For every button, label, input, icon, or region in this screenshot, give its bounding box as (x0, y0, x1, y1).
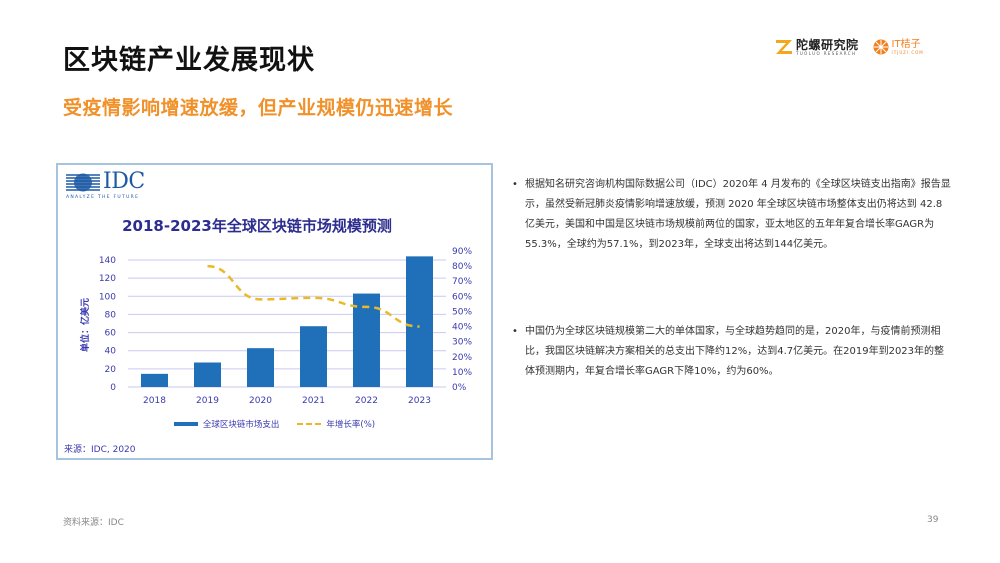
itjuzi-logo: IT桔子 ITJUZI.COM (873, 39, 924, 55)
svg-text:80: 80 (105, 310, 117, 320)
svg-text:50%: 50% (452, 307, 472, 317)
bullet-dot-icon: • (512, 179, 518, 190)
idc-brand: IDC (103, 169, 145, 194)
tuoluo-z-icon (776, 40, 792, 54)
svg-text:60: 60 (105, 329, 117, 339)
legend-bar-swatch (173, 422, 198, 426)
svg-text:20: 20 (105, 365, 117, 375)
bar-line-chart: 0 20 40 60 80 100 120 140 0% 10% 20% 30% 40% 50% 60% 7… (79, 247, 472, 406)
chart-y-axis-right: 0% 10% 20% 30% 40% 50% 60% 70% 80% 90% (452, 247, 472, 393)
chart-title: 2018-2023年全球区块链市场规模预测 (122, 217, 392, 235)
svg-text:2019: 2019 (196, 396, 219, 406)
svg-text:140: 140 (99, 256, 116, 266)
legend-item-growth: 年增长率(%) (297, 418, 375, 430)
svg-text:2022: 2022 (355, 396, 378, 406)
svg-text:100: 100 (99, 292, 116, 302)
svg-text:20%: 20% (452, 353, 472, 363)
svg-text:0: 0 (110, 383, 116, 393)
idc-logo: IDC ANALYZE THE FUTURE (66, 171, 145, 200)
chart-source: 来源：IDC, 2020 (64, 445, 136, 455)
svg-text:30%: 30% (452, 338, 472, 348)
chart-growth-line (207, 264, 420, 328)
svg-text:2021: 2021 (302, 396, 325, 406)
svg-text:120: 120 (99, 274, 116, 284)
svg-text:80%: 80% (452, 262, 472, 272)
slide-subtitle: 受疫情影响增速放缓，但产业规模仍迅速增长 (63, 97, 454, 119)
chart-y-axis-label: 单位：亿美元 (79, 298, 91, 352)
svg-text:2020: 2020 (249, 396, 272, 406)
svg-text:0%: 0% (452, 383, 467, 393)
svg-text:2018: 2018 (143, 396, 166, 406)
idc-globe-icon (66, 173, 100, 192)
idc-tagline: ANALYZE THE FUTURE (66, 195, 140, 200)
bullet-dot-icon: • (512, 326, 518, 337)
footer-source: 资料来源：IDC (63, 518, 124, 528)
tuoluo-logo: 陀螺研究院 TUOLUO RESEARCH (775, 38, 859, 56)
chart-legend: 全球区块链市场支出 年增长率(%) (58, 418, 491, 430)
bullet-text: 根据知名研究咨询机构国际数据公司（IDC）2020年 4 月发布的《全球区块链支… (525, 179, 951, 250)
bullet-item: • 中国仍为全球区块链规模第二大的单体国家，与全球趋势趋同的是，2020年，与疫… (512, 322, 952, 382)
page-number: 39 (927, 515, 939, 525)
chart-y-axis-left: 0 20 40 60 80 100 120 140 (99, 256, 116, 393)
legend-label-spending: 全球区块链市场支出 (202, 420, 280, 430)
itjuzi-logo-en: ITJUZI.COM (891, 49, 924, 55)
chart-x-axis: 2018 2019 2020 2021 2022 2023 (143, 396, 431, 406)
itjuzi-logo-cn: IT桔子 (891, 38, 921, 50)
svg-text:70%: 70% (452, 277, 472, 287)
svg-text:40%: 40% (452, 323, 472, 333)
tuoluo-logo-cn: 陀螺研究院 (796, 37, 859, 52)
svg-text:60%: 60% (452, 292, 472, 302)
chart-panel: IDC ANALYZE THE FUTURE 2018-2023年全球区块链市场… (56, 163, 493, 460)
bullet-item: • 根据知名研究咨询机构国际数据公司（IDC）2020年 4 月发布的《全球区块… (512, 175, 952, 255)
svg-text:40: 40 (105, 347, 117, 357)
chart-bars (141, 256, 433, 387)
svg-text:90%: 90% (452, 247, 472, 257)
chart-gridlines (128, 259, 446, 388)
tuoluo-logo-en: TUOLUO RESEARCH (796, 50, 857, 56)
legend-item-spending: 全球区块链市场支出 (173, 418, 280, 430)
svg-text:2023: 2023 (408, 396, 431, 406)
header-logos: 陀螺研究院 TUOLUO RESEARCH IT桔子 ITJUZI.COM (775, 34, 924, 60)
legend-label-growth: 年增长率(%) (326, 420, 376, 430)
orange-slice-icon (873, 39, 889, 55)
slide-title: 区块链产业发展现状 (63, 45, 315, 76)
legend-line-swatch (297, 423, 322, 425)
bullet-list: • 根据知名研究咨询机构国际数据公司（IDC）2020年 4 月发布的《全球区块… (512, 175, 952, 382)
bullet-text: 中国仍为全球区块链规模第二大的单体国家，与全球趋势趋同的是，2020年，与疫情前… (525, 326, 945, 377)
svg-text:10%: 10% (452, 368, 472, 378)
